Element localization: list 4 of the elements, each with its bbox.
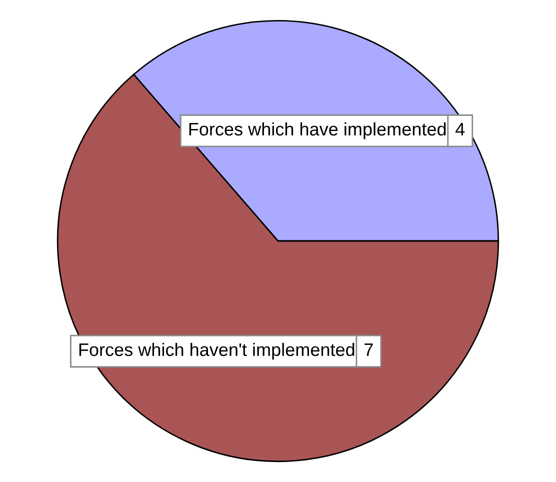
- data-label: 4: [456, 123, 465, 136]
- slice-label: Forces which haven't implemented: [79, 342, 354, 360]
- data-label: 7: [364, 343, 373, 356]
- slice-label: Forces which have implemented: [189, 122, 446, 140]
